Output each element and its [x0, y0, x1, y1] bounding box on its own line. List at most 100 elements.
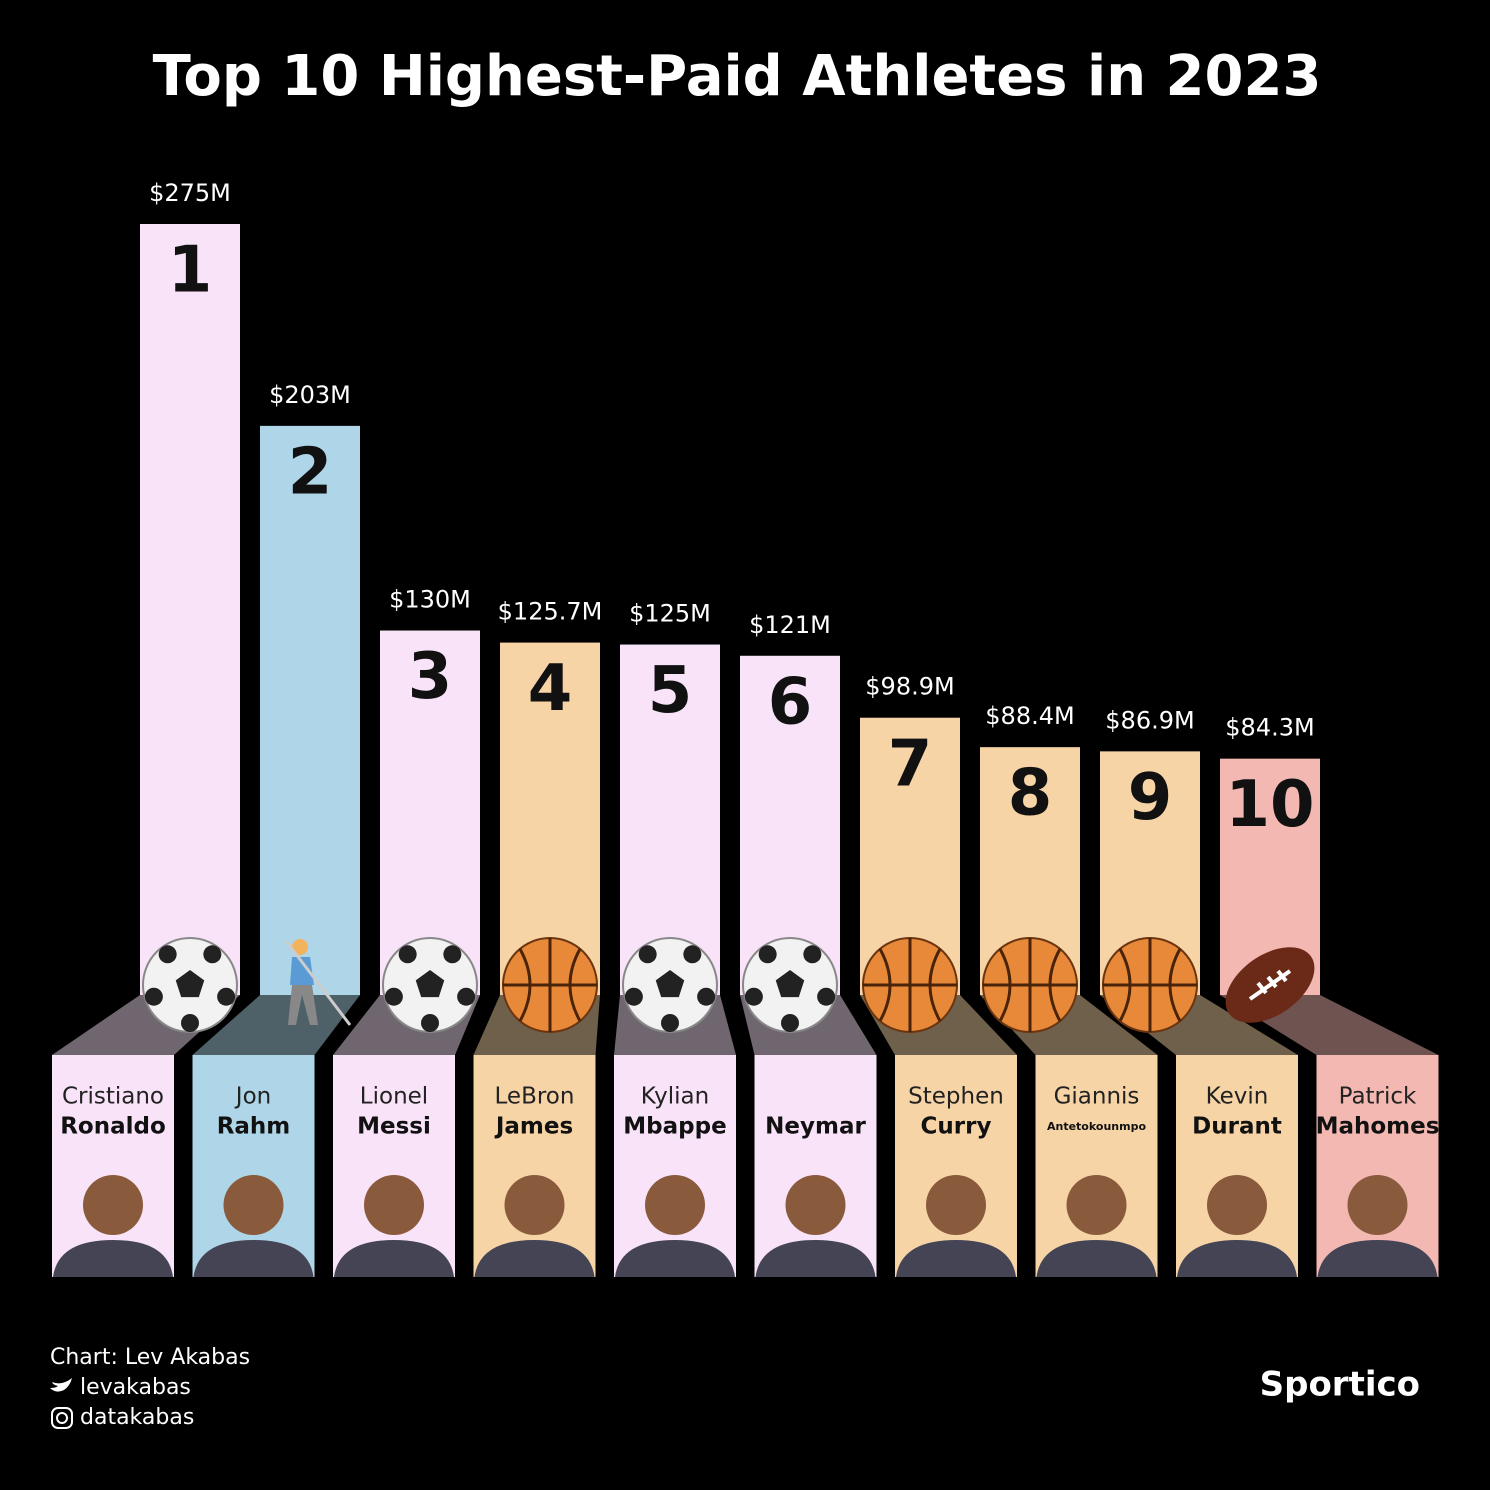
soccer-patch	[217, 987, 236, 1006]
bar	[620, 644, 720, 995]
last-name: Rahm	[217, 1114, 291, 1140]
photo-shoulders	[474, 1240, 595, 1277]
first-name: Stephen	[908, 1084, 1004, 1110]
golfer-body	[290, 957, 314, 985]
bar	[380, 630, 480, 995]
rank-label: 6	[768, 665, 813, 739]
basketball-seam	[1103, 938, 1197, 1032]
soccer-patch	[781, 1014, 799, 1032]
soccer-patch	[181, 1014, 199, 1032]
rank-label: 5	[648, 654, 693, 728]
rank-label: 7	[888, 727, 933, 801]
photo-shoulders	[1036, 1240, 1157, 1277]
soccer-patch	[697, 987, 716, 1006]
first-name: LeBron	[495, 1084, 575, 1110]
last-name: Antetokounmpo	[1047, 1120, 1146, 1133]
photo-shoulders	[53, 1240, 173, 1277]
last-name: Curry	[921, 1114, 992, 1140]
twitter-handle: levakabas	[80, 1375, 191, 1400]
value-label: $203M	[269, 381, 351, 409]
soccer-patch	[144, 987, 163, 1006]
photo-shoulders	[755, 1240, 876, 1277]
instagram-icon-lens	[56, 1412, 68, 1424]
soccer-patch	[384, 987, 403, 1006]
value-label: $98.9M	[865, 673, 954, 701]
golf-club	[284, 940, 352, 1026]
instagram-handle: datakabas	[80, 1405, 194, 1430]
value-label: $130M	[389, 586, 471, 614]
brand: Sportico	[1260, 1365, 1420, 1405]
golfer-legs	[288, 985, 318, 1025]
instagram-icon	[51, 1407, 73, 1429]
first-name: Giannis	[1054, 1084, 1140, 1110]
photo-shoulders	[615, 1240, 735, 1277]
photo-shoulders	[896, 1240, 1016, 1277]
first-name: Cristiano	[62, 1084, 164, 1110]
photo-head	[364, 1175, 424, 1235]
value-label: $125M	[629, 600, 711, 628]
first-name: Kylian	[641, 1084, 709, 1110]
first-name: Kevin	[1206, 1084, 1269, 1110]
rank-label: 2	[288, 435, 333, 509]
soccer-patch	[803, 945, 822, 964]
basketball-seam	[503, 938, 597, 1032]
soccer-patch	[415, 970, 445, 998]
soccer-patch	[661, 1014, 679, 1032]
photo-head	[504, 1175, 565, 1235]
last-name: James	[494, 1114, 573, 1140]
soccer-patch	[817, 987, 836, 1006]
twitter-icon	[50, 1378, 72, 1392]
soccer-patch	[655, 970, 685, 998]
football-lace	[1248, 969, 1292, 1001]
photo-shoulders	[334, 1240, 454, 1277]
basketball-seam	[863, 938, 957, 1032]
last-name: Durant	[1192, 1114, 1282, 1140]
rank-label: 9	[1128, 761, 1173, 835]
last-name: Neymar	[765, 1114, 866, 1140]
photo-head	[223, 1175, 284, 1235]
photo-head	[1066, 1175, 1127, 1235]
soccer-patch	[443, 945, 462, 964]
bars: $275M 1 Cristiano Ronaldo $203M 2 Jon Rahm $130M…	[52, 179, 1439, 1277]
chart-title: Top 10 Highest-Paid Athletes in 2023	[153, 44, 1322, 109]
soccer-patch	[203, 945, 222, 964]
photo-shoulders	[193, 1240, 314, 1277]
photo-head	[645, 1175, 705, 1235]
last-name: Messi	[357, 1114, 431, 1140]
soccer-patch	[624, 987, 643, 1006]
soccer-patch	[457, 987, 476, 1006]
last-name: Mahomes	[1316, 1114, 1440, 1140]
value-label: $86.9M	[1105, 706, 1194, 734]
credit: Chart: Lev Akabas	[50, 1345, 250, 1370]
soccer-patch	[175, 970, 205, 998]
value-label: $275M	[149, 179, 231, 207]
rank-label: 8	[1008, 757, 1053, 831]
golfer-head	[292, 939, 308, 955]
soccer-patch	[758, 945, 777, 964]
value-label: $125.7M	[498, 598, 603, 626]
value-label: $121M	[749, 611, 831, 639]
photo-shoulders	[1317, 1240, 1438, 1277]
photo-head	[785, 1175, 846, 1235]
rank-label: 3	[408, 640, 453, 714]
soccer-patch	[744, 987, 763, 1006]
basketball-seam	[983, 938, 1077, 1032]
soccer-patch	[638, 945, 657, 964]
value-label: $88.4M	[985, 702, 1074, 730]
first-name: Patrick	[1339, 1084, 1417, 1110]
photo-head	[1207, 1175, 1267, 1235]
rank-label: 4	[528, 652, 573, 726]
photo-head	[926, 1175, 986, 1235]
bar	[500, 642, 600, 995]
soccer-patch	[158, 945, 177, 964]
soccer-patch	[683, 945, 702, 964]
rank-label: 10	[1225, 768, 1314, 842]
soccer-patch	[398, 945, 417, 964]
soccer-patch	[775, 970, 805, 998]
photo-head	[83, 1175, 143, 1235]
shelf	[192, 995, 360, 1055]
soccer-patch	[421, 1014, 439, 1032]
photo-head	[1347, 1175, 1408, 1235]
first-name: Jon	[234, 1084, 271, 1110]
